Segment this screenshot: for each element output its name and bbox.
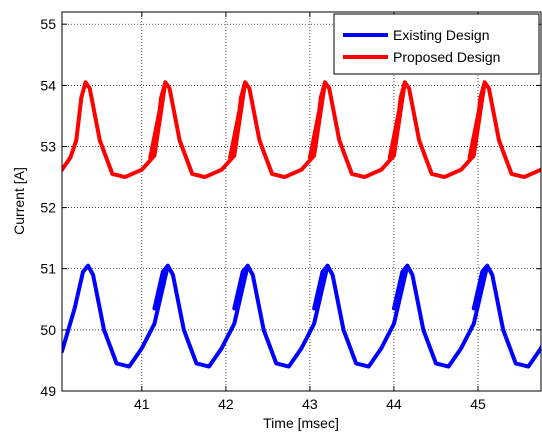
legend: Existing Design Proposed Design [333, 13, 540, 75]
y-tick-label: 49 [40, 383, 56, 399]
x-tick-label: 42 [218, 396, 234, 412]
legend-label-existing-design: Existing Design [393, 27, 490, 43]
legend-label-proposed-design: Proposed Design [393, 49, 500, 65]
x-axis-title: Time [msec] [263, 415, 339, 431]
legend-box [333, 13, 540, 75]
x-tick-label: 44 [386, 396, 402, 412]
y-axis-title: Current [A] [11, 167, 27, 235]
y-tick-label: 52 [40, 200, 56, 216]
x-tick-label: 41 [134, 396, 150, 412]
series-line-proposed-design [62, 80, 541, 180]
plot-frame [61, 11, 542, 392]
y-tick-label: 54 [40, 77, 56, 93]
series-line-existing-design [62, 263, 541, 369]
x-tick-label: 45 [470, 396, 486, 412]
y-tick-label: 50 [40, 322, 56, 338]
y-tick-label: 55 [40, 16, 56, 32]
series-layer [62, 80, 541, 369]
y-tick-label: 53 [40, 139, 56, 155]
x-tick-label: 43 [302, 396, 318, 412]
tick-labels: 41 42 43 44 45 49 50 51 52 53 54 55 [40, 16, 486, 412]
y-tick-label: 51 [40, 261, 56, 277]
